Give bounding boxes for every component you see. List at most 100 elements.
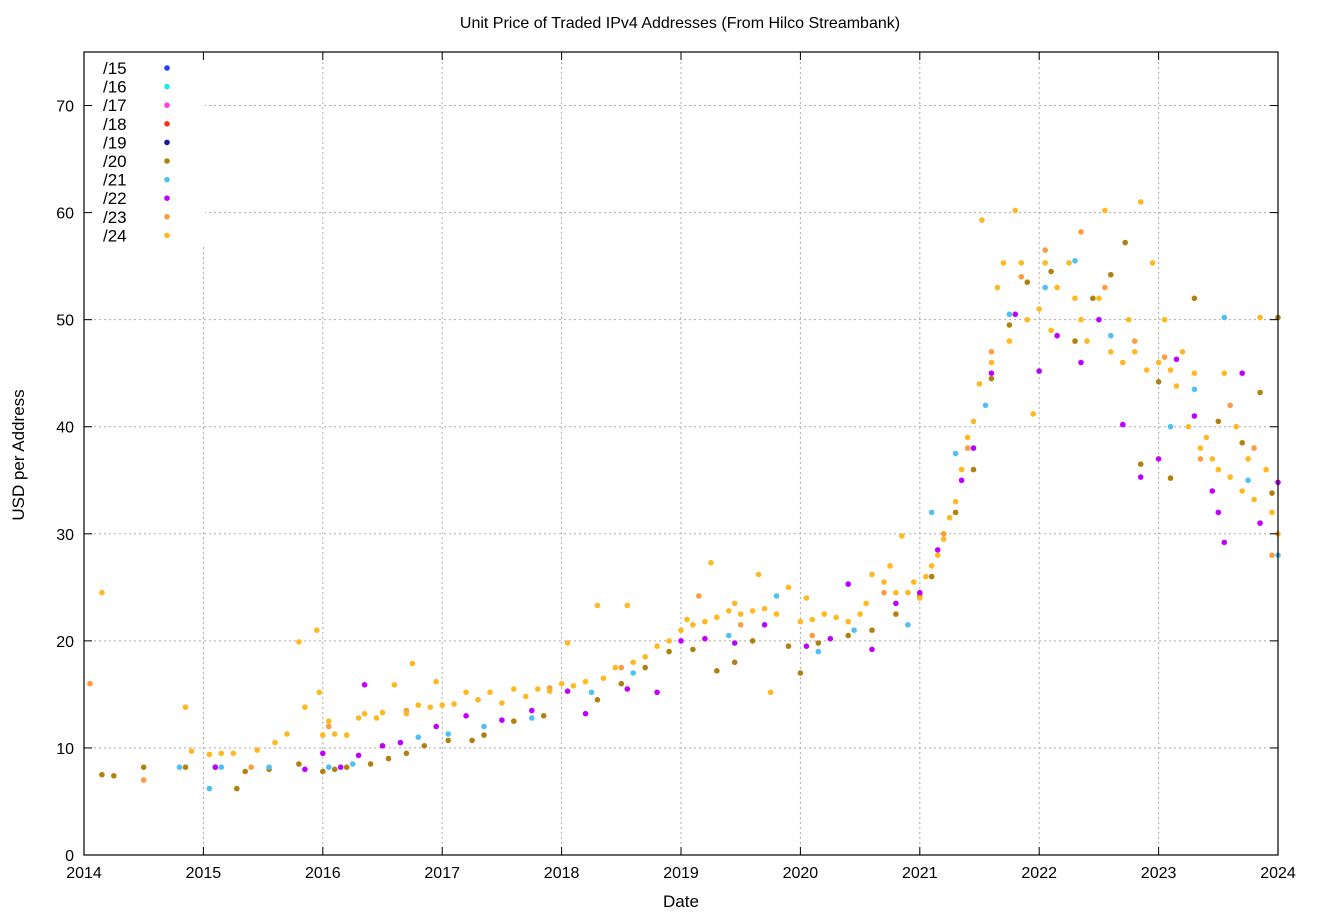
data-point-slash24 — [928, 563, 935, 569]
data-point-slash20 — [1122, 239, 1128, 246]
data-point-slash21 — [928, 509, 935, 516]
legend-marker — [164, 139, 170, 146]
data-point-slash24 — [881, 579, 887, 585]
data-point-slash24 — [911, 579, 917, 585]
y-tick-label: 50 — [56, 313, 74, 330]
legend-label: /22 — [103, 189, 127, 208]
data-point-slash24 — [546, 688, 553, 694]
data-point-slash24 — [702, 618, 708, 625]
data-point-slash24 — [666, 638, 672, 644]
data-point-slash22 — [302, 766, 308, 773]
data-point-slash20 — [1215, 418, 1222, 425]
data-point-slash24 — [1102, 207, 1108, 214]
data-point-slash20 — [445, 737, 452, 744]
data-point-slash20 — [234, 785, 240, 792]
data-point-slash20 — [845, 632, 851, 639]
data-point-slash21 — [726, 632, 732, 639]
data-point-slash23 — [940, 531, 947, 537]
data-point-slash24 — [761, 605, 768, 612]
data-point-slash20 — [540, 713, 547, 719]
data-point-slash22 — [379, 743, 386, 749]
data-point-slash22 — [934, 547, 941, 553]
data-point-slash22 — [355, 752, 362, 759]
data-point-slash21 — [326, 764, 332, 770]
data-point-slash24 — [857, 611, 863, 617]
data-point-slash24 — [379, 709, 386, 716]
data-point-slash20 — [714, 668, 720, 674]
data-point-slash24 — [958, 466, 965, 473]
data-point-slash24 — [1096, 295, 1102, 302]
data-point-slash22 — [1137, 474, 1144, 480]
data-point-slash21 — [481, 723, 487, 730]
data-point-slash21 — [1042, 284, 1048, 291]
data-point-slash24 — [1143, 367, 1150, 373]
data-point-slash24 — [1018, 260, 1025, 266]
data-point-slash24 — [373, 715, 380, 721]
data-point-slash20 — [1137, 461, 1144, 468]
data-point-slash24 — [767, 689, 774, 696]
data-point-slash24 — [409, 660, 416, 667]
x-tick-label: 2021 — [902, 865, 938, 882]
legend-label: /21 — [103, 171, 127, 190]
data-point-slash22 — [654, 689, 660, 696]
data-point-slash21 — [1072, 258, 1078, 264]
data-point-slash22 — [463, 713, 469, 719]
data-point-slash20 — [343, 764, 350, 770]
data-point-slash20 — [242, 768, 248, 775]
data-point-slash20 — [1239, 440, 1245, 446]
legend-label: /19 — [103, 133, 127, 152]
data-point-slash21 — [1245, 477, 1251, 484]
data-point-slash24 — [1203, 434, 1210, 441]
grid — [84, 52, 1278, 855]
data-point-slash24 — [499, 700, 505, 706]
data-point-slash22 — [845, 581, 851, 587]
data-point-slash24 — [1233, 423, 1239, 430]
data-point-slash24 — [439, 702, 446, 708]
data-point-slash22 — [731, 640, 738, 646]
data-point-slash22 — [361, 682, 368, 688]
legend-background — [85, 53, 205, 245]
chart-title: Unit Price of Traded IPv4 Addresses (Fro… — [460, 15, 900, 32]
x-tick-label: 2018 — [544, 865, 580, 882]
data-point-slash22 — [397, 739, 404, 746]
data-point-slash21 — [218, 764, 225, 770]
data-point-slash24 — [206, 751, 213, 758]
data-point-slash21 — [206, 785, 213, 792]
data-point-slash20 — [1090, 295, 1096, 302]
legend-label: /24 — [103, 226, 127, 245]
data-point-slash24 — [1251, 496, 1257, 503]
data-point-slash23 — [988, 349, 995, 355]
data-point-slash23 — [248, 764, 254, 770]
data-point-slash20 — [749, 638, 756, 644]
data-point-slash24 — [1084, 338, 1090, 344]
data-point-slash20 — [797, 670, 804, 676]
x-tick-label: 2023 — [1141, 865, 1177, 882]
data-point-slash24 — [923, 573, 929, 580]
data-point-slash21 — [630, 670, 636, 676]
legend-marker — [164, 83, 170, 90]
data-point-slash20 — [893, 611, 899, 617]
data-point-slash20 — [952, 509, 959, 516]
data-point-slash24 — [1048, 327, 1054, 334]
data-point-slash22 — [582, 710, 589, 717]
data-point-slash24 — [737, 611, 744, 617]
data-point-slash20 — [666, 648, 672, 655]
data-point-slash22 — [1215, 509, 1222, 516]
data-point-slash22 — [624, 686, 631, 692]
data-point-slash24 — [731, 600, 738, 607]
data-point-slash24 — [582, 678, 589, 685]
data-point-slash24 — [296, 639, 302, 645]
data-point-slash24 — [755, 571, 762, 578]
data-point-slash20 — [403, 750, 410, 757]
data-point-slash23 — [964, 445, 971, 451]
data-point-slash20 — [690, 646, 696, 653]
data-point-slash24 — [821, 611, 828, 617]
data-point-slash24 — [1042, 260, 1048, 266]
x-tick-label: 2016 — [305, 865, 341, 882]
data-point-slash24 — [612, 664, 619, 671]
data-point-slash20 — [421, 743, 428, 749]
data-point-slash23 — [1131, 338, 1138, 344]
data-point-slash24 — [1137, 199, 1144, 205]
data-point-slash20 — [1191, 295, 1198, 302]
